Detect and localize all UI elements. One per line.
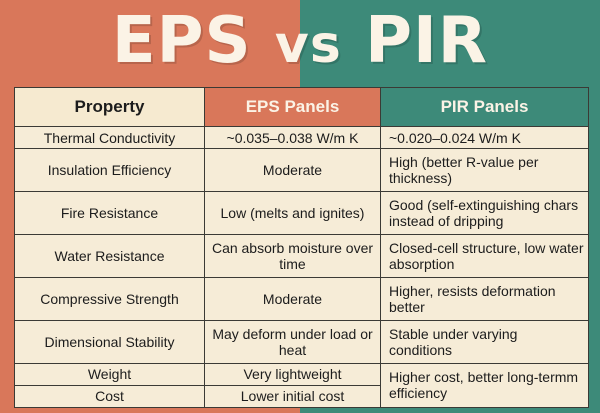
- table-row: Insulation Efficiency Moderate High (bet…: [14, 148, 589, 193]
- property-cell: Water Resistance: [14, 233, 205, 278]
- table-row: Compressive Strength Moderate Higher, re…: [14, 276, 589, 321]
- pir-cell: Stable under varying conditions: [380, 319, 589, 364]
- page-title: EPS vs PIR PANELS: [0, 2, 600, 160]
- comparison-table: Property EPS Panels PIR Panels Thermal C…: [14, 87, 589, 409]
- property-cell: Cost: [14, 384, 205, 409]
- property-cell: Thermal Conductivity: [14, 125, 205, 150]
- property-cell: Insulation Efficiency: [14, 148, 205, 193]
- title-vs: vs: [274, 15, 342, 75]
- header-pir: PIR Panels: [380, 87, 589, 127]
- table-row: Weight Very lightweight Higher cost, bet…: [14, 362, 589, 409]
- header-eps: EPS Panels: [204, 87, 381, 127]
- pir-cell: High (better R-value per thickness): [380, 148, 589, 193]
- title-eps: EPS: [111, 4, 252, 78]
- eps-cell: Moderate: [204, 148, 381, 193]
- table-row: Dimensional Stability May deform under l…: [14, 319, 589, 364]
- pir-cell: ~0.020–0.024 W/m K: [380, 125, 589, 150]
- pir-cell: Higher, resists deformation better: [380, 276, 589, 321]
- property-cell: Fire Resistance: [14, 191, 205, 235]
- header-row: Property EPS Panels PIR Panels: [14, 87, 589, 127]
- table-row: Thermal Conductivity ~0.035–0.038 W/m K …: [14, 125, 589, 150]
- property-cell: Weight: [14, 362, 205, 386]
- eps-cell: ~0.035–0.038 W/m K: [204, 125, 381, 150]
- property-cell: Compressive Strength: [14, 276, 205, 321]
- eps-cell: Can absorb moisture over time: [204, 233, 381, 278]
- table-row: Cost Lower initial cost: [14, 384, 589, 409]
- table-row: Water Resistance Can absorb moisture ove…: [14, 233, 589, 278]
- eps-cell: Lower initial cost: [204, 384, 381, 409]
- eps-cell: Low (melts and ignites): [204, 191, 381, 235]
- pir-cell: Higher cost, better long-termm efficienc…: [380, 362, 589, 409]
- pir-cell: Closed-cell structure, low water absorpt…: [380, 233, 589, 278]
- eps-cell: May deform under load or heat: [204, 319, 381, 364]
- property-cell: Dimensional Stability: [14, 319, 205, 364]
- eps-cell: Moderate: [204, 276, 381, 321]
- pir-cell: Good (self-extinguishing chars instead o…: [380, 191, 589, 235]
- header-property: Property: [14, 87, 205, 127]
- table-row: Fire Resistance Low (melts and ignites) …: [14, 191, 589, 235]
- eps-cell: Very lightweight: [204, 362, 381, 386]
